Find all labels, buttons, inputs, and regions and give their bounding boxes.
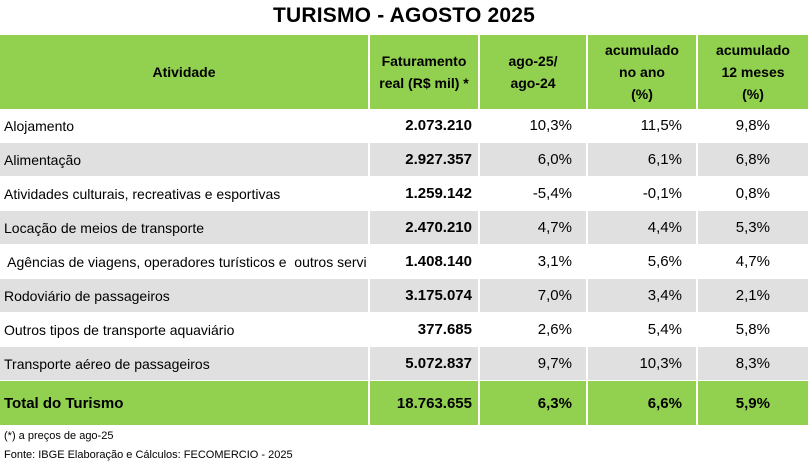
row-atividade: Locação de meios de transporte bbox=[0, 210, 369, 245]
row-atividade: Alimentação bbox=[0, 142, 369, 177]
row-acumulado-12: 0,8% bbox=[696, 176, 808, 211]
row-variacao: 3,1% bbox=[478, 244, 587, 279]
table-row: Locação de meios de transporte 2.470.210… bbox=[0, 210, 808, 245]
row-acumulado-ano: 5,4% bbox=[586, 312, 697, 347]
row-faturamento: 2.927.357 bbox=[368, 142, 479, 177]
table-row: Rodoviário de passageiros 3.175.074 7,0%… bbox=[0, 278, 808, 313]
row-faturamento: 1.259.142 bbox=[368, 176, 479, 211]
row-faturamento: 3.175.074 bbox=[368, 278, 479, 313]
footnote: (*) a preços de ago-25 bbox=[4, 430, 114, 442]
header-faturamento: Faturamento real (R$ mil) * bbox=[368, 35, 479, 109]
total-atividade: Total do Turismo bbox=[0, 380, 369, 426]
row-variacao: 2,6% bbox=[478, 312, 587, 347]
row-atividade: Rodoviário de passageiros bbox=[0, 278, 369, 313]
row-acumulado-ano: 6,1% bbox=[586, 142, 697, 177]
header-acumulado-ano: acumulado no ano (%) bbox=[586, 35, 697, 109]
row-variacao: 9,7% bbox=[478, 346, 587, 381]
total-row: Total do Turismo 18.763.655 6,3% 6,6% 5,… bbox=[0, 380, 808, 426]
row-atividade: Agências de viagens, operadores turístic… bbox=[0, 244, 369, 279]
row-acumulado-ano: 3,4% bbox=[586, 278, 697, 313]
row-acumulado-12: 8,3% bbox=[696, 346, 808, 381]
page-title: TURISMO - AGOSTO 2025 bbox=[272, 4, 536, 27]
table-row: Atividades culturais, recreativas e espo… bbox=[0, 176, 808, 211]
row-variacao: -5,4% bbox=[478, 176, 587, 211]
header-acumulado-12-meses: acumulado 12 meses (%) bbox=[696, 35, 808, 109]
row-atividade: Atividades culturais, recreativas e espo… bbox=[0, 176, 369, 211]
table-row: Alojamento 2.073.210 10,3% 11,5% 9,8% bbox=[0, 109, 808, 143]
row-variacao: 10,3% bbox=[478, 109, 587, 143]
table-row: Outros tipos de transporte aquaviário 37… bbox=[0, 312, 808, 347]
row-acumulado-ano: -0,1% bbox=[586, 176, 697, 211]
row-acumulado-12: 6,8% bbox=[696, 142, 808, 177]
row-acumulado-ano: 4,4% bbox=[586, 210, 697, 245]
row-atividade: Outros tipos de transporte aquaviário bbox=[0, 312, 369, 347]
tourism-table: Atividade Faturamento real (R$ mil) * ag… bbox=[0, 35, 808, 426]
row-faturamento: 2.470.210 bbox=[368, 210, 479, 245]
row-acumulado-12: 5,3% bbox=[696, 210, 808, 245]
row-acumulado-ano: 11,5% bbox=[586, 109, 697, 143]
row-variacao: 4,7% bbox=[478, 210, 587, 245]
header-atividade: Atividade bbox=[0, 35, 369, 109]
row-acumulado-ano: 5,6% bbox=[586, 244, 697, 279]
row-acumulado-12: 5,8% bbox=[696, 312, 808, 347]
row-atividade: Transporte aéreo de passageiros bbox=[0, 346, 369, 381]
row-faturamento: 377.685 bbox=[368, 312, 479, 347]
row-faturamento: 5.072.837 bbox=[368, 346, 479, 381]
row-faturamento: 2.073.210 bbox=[368, 109, 479, 143]
table-row: Transporte aéreo de passageiros 5.072.83… bbox=[0, 346, 808, 381]
row-variacao: 6,0% bbox=[478, 142, 587, 177]
total-variacao: 6,3% bbox=[478, 380, 587, 426]
row-faturamento: 1.408.140 bbox=[368, 244, 479, 279]
total-faturamento: 18.763.655 bbox=[368, 380, 479, 426]
row-variacao: 7,0% bbox=[478, 278, 587, 313]
row-acumulado-12: 4,7% bbox=[696, 244, 808, 279]
table-header-row: Atividade Faturamento real (R$ mil) * ag… bbox=[0, 35, 808, 109]
row-acumulado-12: 9,8% bbox=[696, 109, 808, 143]
row-acumulado-12: 2,1% bbox=[696, 278, 808, 313]
table-row: Alimentação 2.927.357 6,0% 6,1% 6,8% bbox=[0, 142, 808, 177]
header-variacao: ago-25/ ago-24 bbox=[478, 35, 587, 109]
row-atividade: Alojamento bbox=[0, 109, 369, 143]
table-row: Agências de viagens, operadores turístic… bbox=[0, 244, 808, 279]
total-acumulado-ano: 6,6% bbox=[586, 380, 697, 426]
source-note: Fonte: IBGE Elaboração e Cálculos: FECOM… bbox=[4, 449, 293, 461]
total-acumulado-12: 5,9% bbox=[696, 380, 808, 426]
row-acumulado-ano: 10,3% bbox=[586, 346, 697, 381]
